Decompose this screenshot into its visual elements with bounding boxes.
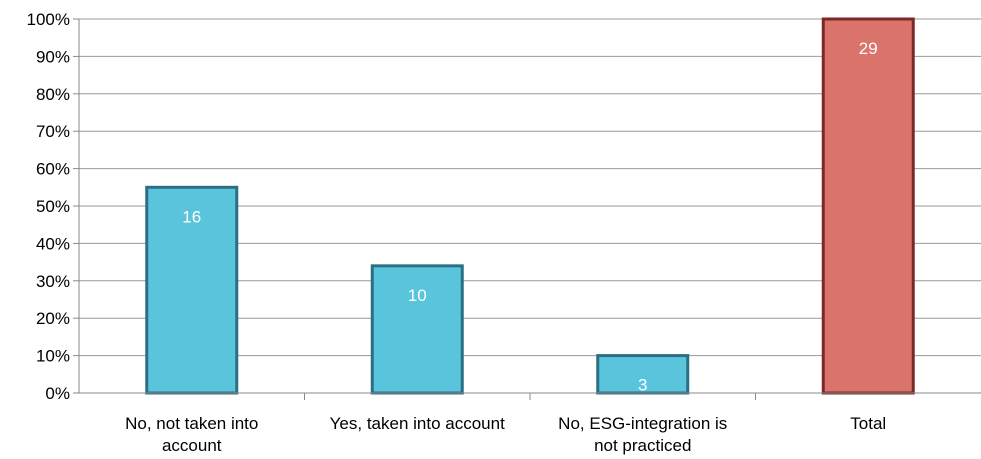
y-tick-label: 60%: [36, 160, 70, 179]
x-tick-label-line: No, ESG-integration is: [558, 414, 727, 433]
bar: [596, 354, 690, 395]
y-tick-label: 10%: [36, 347, 70, 366]
x-tick-label-line: Yes, taken into account: [330, 414, 505, 433]
data-label: 3: [638, 376, 647, 395]
x-tick-label: Total: [850, 414, 886, 433]
data-label: 29: [859, 39, 878, 58]
axes: [78, 19, 981, 400]
y-tick-label: 20%: [36, 309, 70, 328]
y-tick-label: 30%: [36, 272, 70, 291]
data-label: 16: [182, 207, 201, 226]
x-axis-labels: No, not taken into account Yes, taken into…: [125, 414, 886, 455]
x-tick-label-line: Total: [850, 414, 886, 433]
x-tick-label-line: not practiced: [594, 436, 691, 455]
bar: [821, 17, 915, 395]
y-axis-ticks: 0% 10% 20% 30% 40% 50% 60% 70% 80% 90% 100%: [27, 10, 79, 403]
data-label: 10: [408, 286, 427, 305]
y-tick-label: 50%: [36, 197, 70, 216]
bars: 16 10 3 29: [145, 17, 915, 395]
y-tick-label: 40%: [36, 234, 70, 253]
x-tick-label-line: No, not taken into: [125, 414, 258, 433]
x-tick-label: No, not taken into account: [125, 414, 258, 455]
bar: [145, 185, 239, 395]
y-tick-label: 80%: [36, 85, 70, 104]
x-tick-label-line: account: [162, 436, 222, 455]
x-tick-label: Yes, taken into account: [330, 414, 505, 433]
x-tick-label: No, ESG-integration is not practiced: [558, 414, 727, 455]
y-tick-label: 90%: [36, 47, 70, 66]
y-tick-label: 0%: [45, 384, 70, 403]
y-tick-label: 70%: [36, 122, 70, 141]
y-tick-label: 100%: [27, 10, 70, 29]
